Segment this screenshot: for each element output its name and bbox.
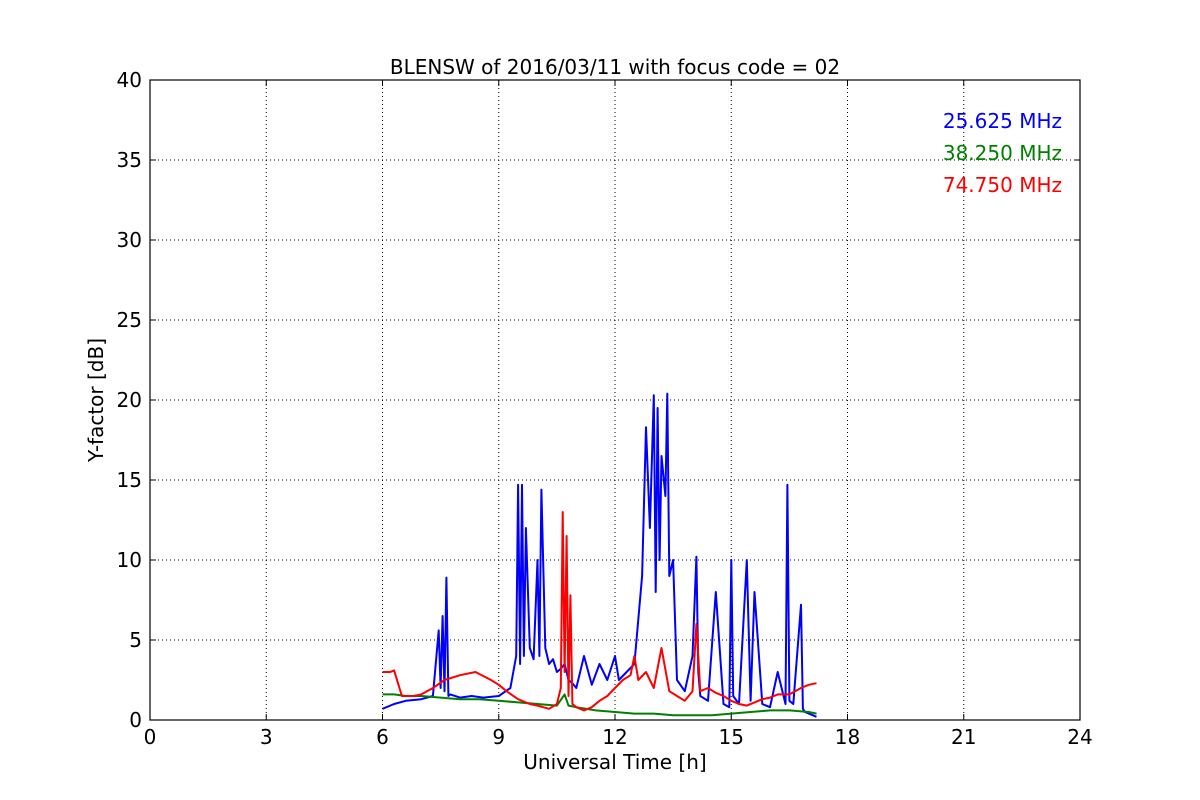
y-tick-label: 10: [117, 548, 142, 572]
legend: 25.625 MHz 38.250 MHz 74.750 MHz: [943, 109, 1062, 197]
x-tick-label: 9: [492, 725, 505, 749]
y-axis-label: Y-factor [dB]: [84, 338, 108, 463]
y-tick-label: 0: [129, 708, 142, 732]
legend-entry-2: 74.750 MHz: [943, 173, 1062, 197]
x-tick-label: 0: [144, 725, 157, 749]
y-tick-label: 40: [117, 68, 142, 92]
legend-entry-0: 25.625 MHz: [943, 109, 1062, 133]
x-tick-label: 15: [719, 725, 744, 749]
x-axis-label: Universal Time [h]: [523, 750, 706, 774]
y-tick-label: 25: [117, 308, 142, 332]
legend-entry-1: 38.250 MHz: [943, 141, 1062, 165]
y-tick-label: 20: [117, 388, 142, 412]
x-tick-label: 12: [602, 725, 627, 749]
x-tick-label: 18: [835, 725, 860, 749]
x-tick-label: 6: [376, 725, 389, 749]
y-tick-label: 5: [129, 628, 142, 652]
series-layer: [382, 392, 817, 718]
x-tick-label: 21: [951, 725, 976, 749]
series-line-0: [382, 392, 817, 718]
chart-title: BLENSW of 2016/03/11 with focus code = 0…: [390, 55, 840, 79]
x-tick-label: 3: [260, 725, 273, 749]
series-line-2: [382, 511, 817, 712]
y-tick-label: 15: [117, 468, 142, 492]
ticks: 0 3 6 9 12 15 18 21 24 0 5 10 15 20 25 30 35 40: [117, 68, 1093, 749]
y-tick-label: 30: [117, 228, 142, 252]
x-tick-label: 24: [1067, 725, 1092, 749]
y-tick-label: 35: [117, 148, 142, 172]
